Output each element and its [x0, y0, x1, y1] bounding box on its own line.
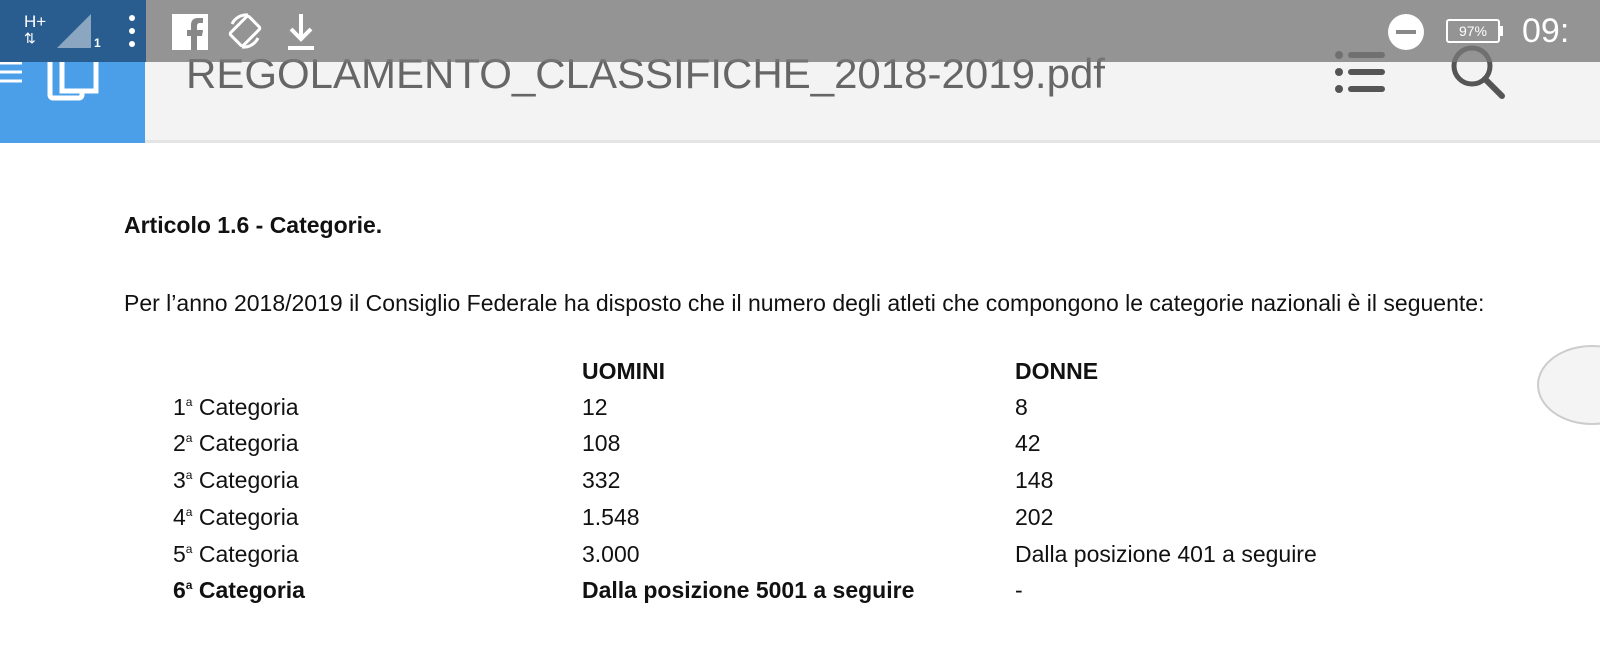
ordinal-suffix: a — [185, 542, 193, 556]
intro-paragraph: Per l’anno 2018/2019 il Consiglio Federa… — [124, 290, 1485, 316]
column-men: UOMINI — [582, 358, 666, 384]
category-number: 4 — [173, 504, 186, 530]
category-label: Categoria — [198, 394, 299, 420]
women-value: 148 — [1015, 467, 1054, 493]
table-row-label: 5a Categoria — [173, 541, 299, 568]
sim-number: 1 — [94, 36, 101, 50]
ordinal-suffix: a — [185, 505, 193, 519]
table-row-label: 2a Categoria — [173, 430, 299, 457]
facebook-icon — [172, 14, 208, 50]
pdf-page — [0, 146, 1600, 650]
ordinal-suffix: a — [185, 431, 193, 445]
battery-icon: 97% — [1446, 19, 1500, 43]
column-women: DONNE — [1015, 358, 1099, 384]
category-label: Categoria — [198, 504, 299, 530]
network-type: H+ — [24, 12, 47, 31]
women-value: 202 — [1015, 504, 1054, 530]
clock: 09: — [1522, 12, 1570, 50]
category-label: Categoria — [198, 467, 299, 493]
table-row-label: 6a Categoria — [173, 577, 305, 604]
category-label: Categoria — [198, 430, 299, 456]
status-bar-left — [0, 0, 146, 62]
battery-level: 97% — [1458, 23, 1488, 39]
men-value: Dalla posizione 5001 a seguire — [582, 577, 915, 603]
women-value: - — [1015, 577, 1023, 603]
men-value: 12 — [582, 394, 608, 420]
category-number: 3 — [173, 467, 186, 493]
women-value: Dalla posizione 401 a seguire — [1015, 541, 1317, 567]
category-number: 5 — [173, 541, 186, 567]
men-value: 3.000 — [582, 541, 640, 567]
status-bar: H+ ⇅ 1 97% 09: — [0, 0, 1600, 62]
category-number: 1 — [173, 394, 186, 420]
table-row-label: 4a Categoria — [173, 504, 299, 531]
ordinal-suffix: a — [185, 578, 193, 592]
category-number: 2 — [173, 430, 186, 456]
ordinal-suffix: a — [185, 468, 193, 482]
download-icon — [288, 14, 314, 50]
ordinal-suffix: a — [185, 395, 193, 409]
men-value: 332 — [582, 467, 621, 493]
signal-icon — [57, 14, 91, 48]
table-row-label: 1a Categoria — [173, 394, 299, 421]
dnd-icon — [1388, 14, 1424, 50]
more-icon[interactable] — [128, 14, 136, 48]
category-label: Categoria — [198, 577, 305, 603]
menu-icon[interactable] — [0, 58, 24, 88]
women-value: 8 — [1015, 394, 1028, 420]
rotate-icon — [228, 13, 262, 49]
data-arrows-icon: ⇅ — [24, 30, 36, 46]
table-row-label: 3a Categoria — [173, 467, 299, 494]
category-label: Categoria — [198, 541, 299, 567]
article-heading: Articolo 1.6 - Categorie. — [124, 212, 383, 238]
category-number: 6 — [173, 577, 186, 603]
men-value: 1.548 — [582, 504, 640, 530]
battery-tip — [1500, 26, 1503, 36]
men-value: 108 — [582, 430, 621, 456]
women-value: 42 — [1015, 430, 1041, 456]
